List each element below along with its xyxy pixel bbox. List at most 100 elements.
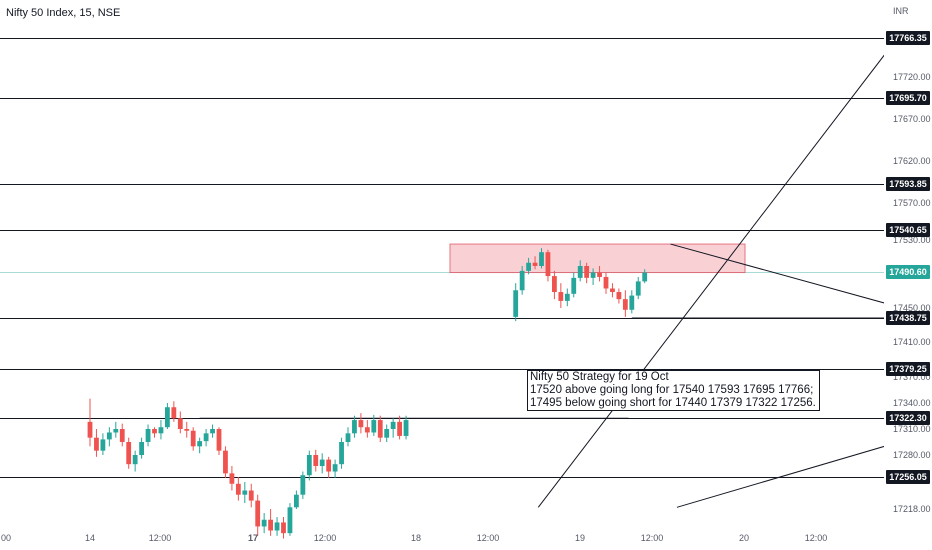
candle-body — [364, 427, 370, 433]
candle-body — [210, 429, 215, 434]
candle-body — [132, 455, 138, 465]
candle-body — [564, 293, 570, 301]
candle-body — [177, 418, 183, 429]
candle-body — [242, 490, 248, 495]
candle-43 — [364, 420, 370, 438]
candle-body — [184, 429, 190, 431]
candle-34 — [306, 450, 312, 481]
y-tick-9: 17310.00 — [893, 424, 931, 434]
y-tick-8: 17340.00 — [893, 398, 931, 408]
candle-2 — [100, 433, 106, 455]
current-price-tag: 17490.60 — [886, 265, 930, 279]
x-tick-5: 18 — [411, 533, 421, 543]
level-tag-0-bg — [886, 31, 930, 45]
candle-62 — [590, 268, 596, 285]
candle-body — [390, 421, 396, 429]
candle-body — [532, 262, 538, 266]
x-tick-6: 12:00 — [477, 533, 500, 543]
time-axis: 00 14 12:00 17 12:00 18 12:00 19 12:00 20 12:00 — [1, 533, 827, 543]
x-tick-4: 12:00 — [314, 533, 337, 543]
candle-body — [197, 441, 203, 447]
candle-29 — [274, 517, 280, 536]
candle-body — [268, 519, 273, 531]
currency-label: INR — [893, 6, 909, 16]
candle-46 — [384, 424, 390, 442]
candle-31 — [287, 503, 293, 536]
candle-17 — [197, 437, 203, 454]
candle-67 — [622, 290, 628, 317]
candle-9 — [145, 424, 151, 447]
y-tick-6: 17410.00 — [893, 337, 931, 347]
note-line-2: 17520 above going long for 17540 17593 1… — [530, 384, 814, 396]
candle-body — [590, 272, 596, 278]
candle-70 — [642, 269, 648, 284]
candle-body — [313, 455, 319, 467]
candle-body — [526, 262, 531, 271]
candle-61 — [584, 262, 590, 284]
candle-56 — [552, 270, 557, 300]
level-tag-5-text: 17379.25 — [889, 364, 927, 374]
y-tick-7: 17370.00 — [893, 372, 931, 382]
candle-52 — [526, 257, 531, 275]
candle-body — [642, 272, 648, 282]
candle-body — [345, 433, 351, 442]
candle-body — [352, 420, 357, 434]
candle-body — [622, 299, 628, 310]
y-tick-4: 17530.00 — [893, 235, 931, 245]
zone-rect — [449, 243, 746, 274]
candle-21 — [223, 446, 228, 478]
level-tag-2-text: 17593.85 — [889, 179, 927, 189]
trend-line-0 — [537, 13, 916, 508]
candle-25 — [248, 483, 254, 508]
level-tag-7-bg — [886, 470, 930, 484]
candle-body — [358, 420, 364, 428]
candle-body — [139, 442, 144, 455]
x-tick-8: 12:00 — [641, 533, 664, 543]
candle-6 — [126, 437, 132, 469]
candle-44 — [371, 414, 377, 436]
candle-47 — [390, 418, 396, 438]
x-tick-7: 19 — [575, 533, 585, 543]
note-line-1: Nifty 50 Strategy for 19 Oct — [530, 371, 669, 383]
candle-body — [165, 407, 170, 428]
candle-37 — [326, 456, 332, 478]
x-tick-3: 17 — [248, 533, 258, 543]
level-tag-0-text: 17766.35 — [889, 33, 927, 43]
candle-body — [513, 290, 519, 317]
candle-59 — [571, 272, 577, 298]
candle-body — [519, 270, 525, 291]
chart-title: Nifty 50 Index, 15, NSE — [6, 7, 121, 19]
level-tag-3: 17540.65 — [886, 223, 930, 237]
candle-body — [106, 432, 112, 440]
candle-11 — [158, 420, 164, 440]
candle-26 — [255, 494, 261, 536]
candle-body — [397, 421, 402, 436]
candle-body — [171, 407, 177, 419]
candle-body — [326, 459, 332, 472]
level-tag-7-text: 17256.05 — [889, 472, 927, 482]
candle-68 — [629, 290, 635, 314]
level-tag-1: 17695.70 — [886, 91, 930, 105]
candle-48 — [397, 415, 402, 440]
candle-24 — [242, 482, 248, 504]
candle-15 — [184, 421, 190, 438]
candle-40 — [345, 427, 351, 447]
candle-body — [371, 420, 377, 433]
candle-23 — [235, 477, 241, 501]
candle-60 — [577, 260, 583, 282]
strategy-note: Nifty 50 Strategy for 19 Oct 17520 above… — [527, 370, 820, 411]
x-tick-9: 20 — [739, 533, 749, 543]
candle-body — [577, 265, 583, 278]
y-tick-3: 17570.00 — [893, 198, 931, 208]
candle-body — [384, 429, 390, 438]
level-tag-2: 17593.85 — [886, 177, 930, 191]
candle-7 — [132, 450, 138, 472]
candle-body — [255, 500, 261, 527]
candle-body — [319, 459, 325, 467]
current-price-tag-bg — [886, 265, 930, 279]
candle-body — [332, 464, 338, 472]
candle-body — [629, 295, 635, 310]
candle-4 — [113, 421, 119, 438]
candle-33 — [300, 471, 306, 499]
